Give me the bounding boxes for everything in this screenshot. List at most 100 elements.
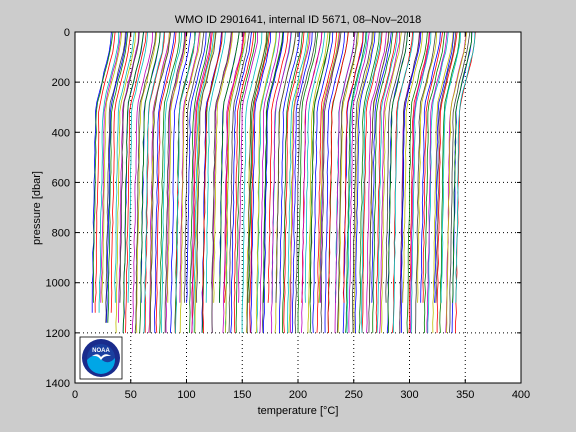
profile-line — [415, 31, 437, 333]
profile-line — [392, 31, 414, 333]
profile-line — [439, 31, 461, 333]
x-tick-label: 150 — [233, 389, 251, 401]
profile-line — [432, 31, 454, 333]
profile-line — [92, 31, 114, 303]
y-tick-label: 200 — [52, 77, 70, 89]
profile-line — [219, 31, 240, 303]
profile-line — [400, 31, 422, 333]
profile-line — [297, 31, 319, 333]
profile-line — [170, 31, 192, 333]
profile-line — [353, 31, 374, 333]
profile-line — [149, 31, 172, 333]
profile-line — [354, 31, 376, 333]
profile-line — [352, 31, 373, 333]
profile-line — [135, 31, 158, 333]
profile-line — [179, 31, 200, 303]
profile-line — [423, 31, 446, 333]
profile-line — [228, 31, 250, 333]
y-tick-label: 400 — [52, 127, 70, 139]
profile-line — [213, 31, 233, 303]
axis-ticks: 0 50 100 150 200 250 300 350 400 0 200 400 600 800 100… — [46, 27, 531, 401]
profile-line — [440, 31, 461, 303]
profile-line — [446, 31, 467, 333]
profile-line — [319, 31, 340, 303]
profile-line — [324, 31, 345, 333]
profile-line — [211, 31, 232, 333]
profile-line — [348, 31, 370, 333]
profile-line — [291, 31, 313, 333]
profile-line — [259, 31, 281, 333]
profile-line — [196, 31, 217, 303]
profile-line — [164, 31, 185, 333]
profile-line — [248, 31, 269, 303]
profile-line — [361, 31, 382, 333]
profile-line — [375, 31, 397, 333]
profile-line — [100, 31, 121, 303]
profile-line — [134, 31, 156, 333]
y-tick-label: 800 — [52, 228, 70, 240]
profile-line — [287, 31, 309, 333]
profile-line — [194, 31, 216, 333]
profile-line — [294, 31, 317, 333]
profile-line — [238, 31, 258, 303]
x-tick-label: 200 — [289, 389, 307, 401]
profile-line — [222, 31, 244, 333]
profile-line — [179, 31, 201, 333]
y-tick-label: 0 — [64, 27, 70, 39]
profile-line — [255, 31, 277, 333]
profile-line — [288, 31, 310, 333]
profile-line — [386, 31, 408, 333]
profile-line — [307, 31, 329, 333]
profile-line — [101, 31, 123, 303]
profile-line — [270, 31, 292, 333]
profile-line — [337, 31, 359, 333]
x-tick-label: 350 — [456, 389, 474, 401]
x-tick-label: 50 — [125, 389, 137, 401]
profile-line — [98, 31, 120, 313]
profile-line — [372, 31, 394, 333]
profile-line — [406, 31, 428, 333]
profile-line — [107, 31, 129, 323]
profile-line — [358, 31, 380, 333]
profile-line — [125, 31, 147, 333]
profile-line — [422, 31, 443, 303]
profile-line — [279, 31, 300, 333]
profile-line — [246, 31, 268, 333]
profile-line — [361, 31, 383, 333]
profile-line — [241, 31, 263, 333]
profile-line — [410, 31, 432, 333]
profile-line — [410, 31, 431, 333]
x-tick-label: 100 — [177, 389, 195, 401]
profile-line — [452, 31, 472, 303]
profile-line — [427, 31, 449, 333]
profile-line — [445, 31, 467, 333]
noaa-logo-water — [87, 355, 115, 374]
profile-line — [191, 31, 212, 333]
profile-line — [334, 31, 356, 333]
profile-line — [256, 31, 277, 333]
profile-line — [143, 31, 165, 333]
noaa-logo: NOAA — [79, 336, 123, 380]
profile-line — [312, 31, 334, 333]
profile-line — [387, 31, 408, 333]
profile-line — [175, 31, 196, 333]
profile-line — [282, 31, 303, 333]
profile-line — [320, 31, 342, 333]
profile-line — [115, 31, 136, 333]
profile-line — [435, 31, 457, 303]
profile-line — [160, 31, 183, 333]
profile-line — [402, 31, 423, 303]
y-tick-label: 1400 — [46, 378, 70, 390]
profile-line — [186, 31, 207, 303]
profile-line — [309, 31, 331, 333]
x-axis-label: temperature [°C] — [258, 405, 339, 417]
profiles — [91, 31, 476, 333]
profile-line — [342, 31, 364, 303]
profile-line — [94, 31, 116, 313]
profile-line — [408, 31, 430, 333]
profile-line — [346, 31, 368, 333]
y-tick-label: 1200 — [46, 328, 70, 340]
profile-line — [385, 31, 406, 303]
profile-line — [119, 31, 140, 303]
profile-line — [105, 31, 126, 323]
